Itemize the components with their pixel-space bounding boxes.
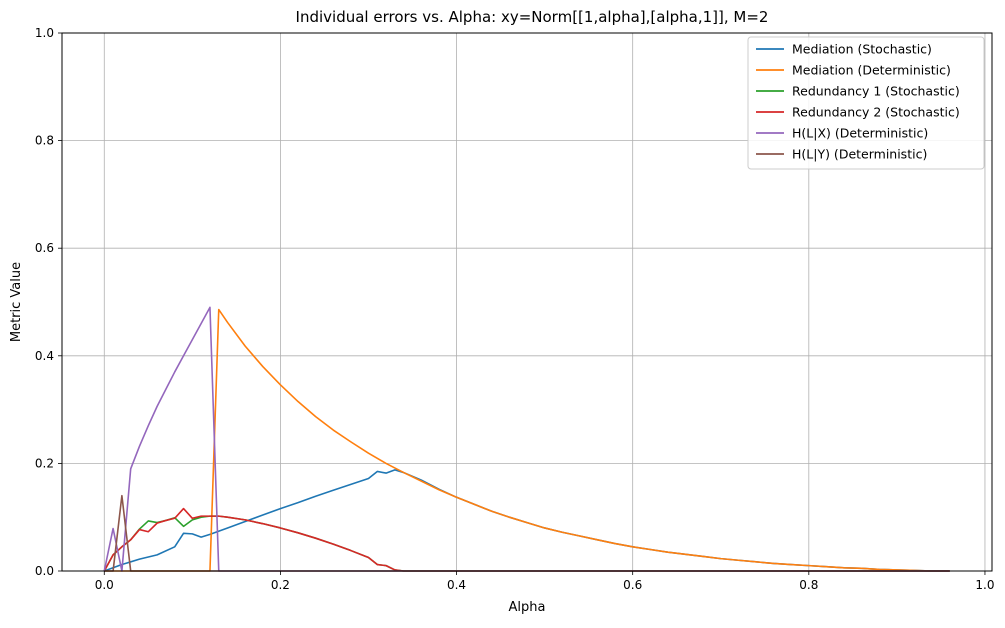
y-tick-label: 0.8 <box>35 134 54 148</box>
x-tick-label: 0.4 <box>447 578 466 592</box>
legend-entry-3: Redundancy 1 (Stochastic) <box>792 84 960 99</box>
y-axis-label: Metric Value <box>9 262 24 342</box>
x-tick-label: 1.0 <box>975 578 994 592</box>
legend-entry-2: Mediation (Deterministic) <box>792 63 951 78</box>
x-tick-label: 0.0 <box>95 578 114 592</box>
legend: Mediation (Stochastic) Mediation (Determi… <box>747 36 985 170</box>
y-tick-label: 0.2 <box>35 456 54 470</box>
y-tick-label: 0.4 <box>35 349 54 363</box>
y-tick-label: 1.0 <box>35 26 54 40</box>
series-line-2 <box>104 308 950 572</box>
x-axis-label: Alpha <box>509 600 546 615</box>
x-tick-label: 0.8 <box>799 578 818 592</box>
x-tick-label: 0.6 <box>623 578 642 592</box>
chart-title: Individual errors vs. Alpha: xy=Norm[[1,… <box>296 8 769 26</box>
plot-frame <box>61 32 993 572</box>
y-tick-label: 0.0 <box>35 564 54 578</box>
legend-entry-1: Mediation (Stochastic) <box>792 42 932 57</box>
x-tick-label: 0.2 <box>271 578 290 592</box>
y-tick-label: 0.6 <box>35 241 54 255</box>
legend-entry-4: Redundancy 2 (Stochastic) <box>792 105 960 120</box>
legend-entry-6: H(L|Y) (Deterministic) <box>792 147 927 162</box>
legend-entry-5: H(L|X) (Deterministic) <box>792 126 928 141</box>
y-axis-ticks: 0.0 0.2 0.4 0.6 0.8 1.0 <box>35 26 62 578</box>
x-axis-ticks: 0.0 0.2 0.4 0.6 0.8 1.0 <box>95 571 995 592</box>
legend-box <box>747 36 985 170</box>
